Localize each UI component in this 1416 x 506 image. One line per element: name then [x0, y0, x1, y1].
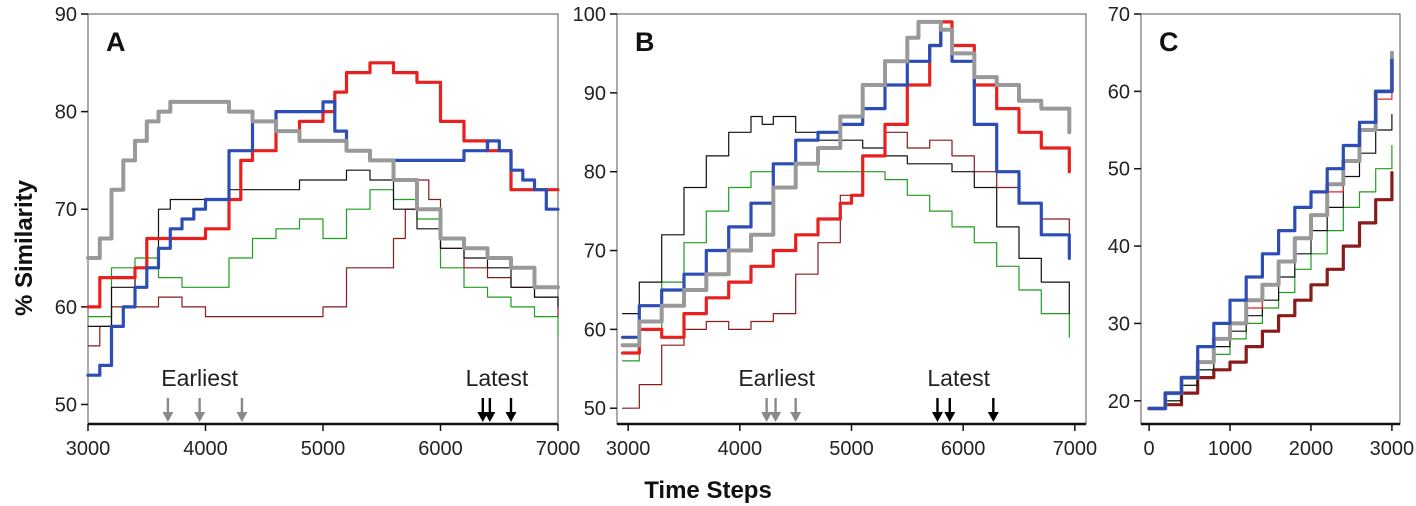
chart-panel-a: 3000 4000 5000 6000 7000 50 60 70 80 90 Earliest La…	[55, 4, 581, 460]
series-line-5	[1147, 50, 1394, 411]
series-line-5	[86, 100, 560, 377]
series-line-6	[86, 99, 560, 290]
x-tick-label: 5000	[301, 438, 346, 460]
arrow-head	[505, 412, 517, 422]
x-tick-label: 7000	[1053, 438, 1098, 460]
series-line-2	[87, 179, 559, 347]
y-tick-label: 50	[1108, 159, 1130, 181]
y-tick-label: 20	[1108, 391, 1130, 413]
y-tick-label: 60	[584, 319, 606, 341]
series-line-4	[1148, 75, 1393, 410]
x-tick-label: 1000	[1208, 438, 1253, 460]
arrow-head	[944, 412, 956, 422]
series-line-2	[1148, 144, 1393, 410]
panel-letter: A	[106, 27, 126, 57]
x-tick-label: 2000	[1289, 438, 1334, 460]
y-tick-label: 40	[1108, 236, 1130, 258]
y-tick-label: 60	[1108, 81, 1130, 103]
y-tick-label: 80	[55, 102, 77, 124]
arrow-head	[194, 412, 206, 422]
arrow-head	[770, 412, 782, 422]
y-tick-label: 70	[584, 241, 606, 263]
chart-panel-b: 3000 4000 5000 6000 7000 50 60 70 80 90 100 Earlies…	[573, 4, 1097, 460]
arrow-head	[484, 412, 496, 422]
panel-letter: B	[635, 27, 655, 57]
y-tick-label: 100	[573, 4, 606, 26]
chart-panel-c: 0 1000 2000 3000 20 30 40 50 60 70 C	[1108, 4, 1414, 460]
x-tick-label: 6000	[941, 438, 986, 460]
y-tick-label: 60	[55, 297, 77, 319]
series-line-3	[622, 115, 1070, 315]
arrow-head	[761, 412, 773, 422]
arrow-head	[162, 412, 174, 422]
x-tick-label: 3000	[1370, 438, 1415, 460]
x-axis-title: Time Steps	[644, 477, 772, 504]
y-axis-title: % Similarity	[11, 179, 38, 316]
plot-frame	[1140, 13, 1401, 425]
annotation-earliest: Earliest	[738, 365, 815, 391]
y-tick-label: 50	[55, 394, 77, 416]
series-line-3	[87, 169, 559, 327]
arrow-head	[790, 412, 802, 422]
series-line-3	[1148, 114, 1393, 410]
x-tick-label: 3000	[606, 438, 651, 460]
x-tick-label: 5000	[829, 438, 874, 460]
series-line-1	[622, 131, 1070, 409]
annotation-latest: Latest	[927, 365, 990, 391]
x-tick-label: 4000	[183, 438, 228, 460]
x-tick-label: 3000	[66, 438, 111, 460]
y-tick-label: 30	[1108, 313, 1130, 335]
x-tick-label: 6000	[418, 438, 463, 460]
panel-letter: C	[1159, 27, 1179, 57]
plot-frame	[616, 13, 1087, 425]
y-tick-label: 50	[584, 398, 606, 420]
x-tick-label: 7000	[536, 438, 581, 460]
annotation-latest: Latest	[466, 365, 529, 391]
arrow-head	[987, 412, 999, 422]
y-tick-label: 70	[55, 199, 77, 221]
series-line-4	[86, 61, 560, 309]
y-tick-label: 90	[55, 4, 77, 26]
x-tick-label: 4000	[718, 438, 763, 460]
series-line-6	[620, 19, 1072, 348]
y-tick-label: 70	[1108, 4, 1130, 26]
annotation-earliest: Earliest	[161, 365, 238, 391]
y-tick-label: 80	[584, 162, 606, 184]
series-line-6	[1147, 58, 1394, 411]
arrow-head	[477, 412, 489, 422]
series-line-1	[1147, 171, 1394, 411]
arrow-head	[236, 412, 248, 422]
y-tick-label: 90	[584, 83, 606, 105]
series-line-4	[621, 20, 1071, 355]
arrow-head	[931, 412, 943, 422]
series-line-1	[87, 189, 559, 337]
x-tick-label: 0	[1144, 438, 1155, 460]
series-line-2	[622, 163, 1070, 362]
